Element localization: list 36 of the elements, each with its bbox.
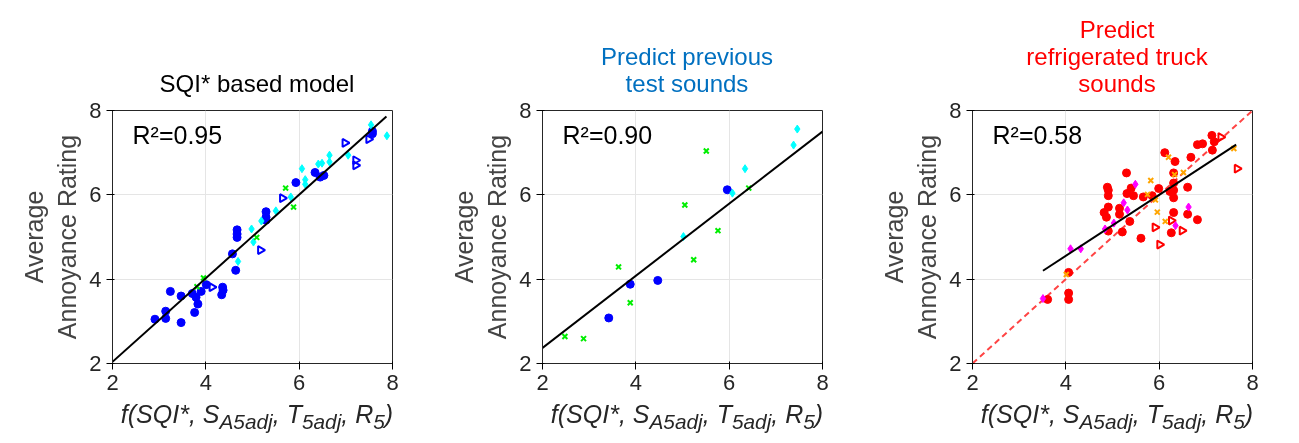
x-tick-label: 2 [106,369,119,395]
annotation: R²=0.90 [562,120,653,149]
x-tick-label: 2 [536,369,549,395]
x-tick-label: 4 [199,369,212,395]
y-tick-label: 6 [89,182,102,208]
x-tick-label: 4 [1059,369,1072,395]
x-axis-title: f(SQI*, S$_{A5adj}$, T$_{5adj}$, R$_{5}$) [119,399,395,435]
x-tick-label: 4 [629,369,642,395]
y-axis-title: Average Annoyance Rating [449,134,512,340]
x-tick-label: 8 [1246,369,1259,395]
y-tick-label: 2 [949,351,962,376]
y-tick-label: 8 [949,98,962,123]
y-tick-label: 6 [519,182,532,208]
x-tick-label: 6 [723,369,736,395]
chart-title: Predict previous test sounds [599,42,775,97]
y-axis-title: Average Annoyance Rating [19,134,82,340]
y-tick-label: 8 [89,98,102,123]
x-axis-title: f(SQI*, S$_{A5adj}$, T$_{5adj}$, R$_{5}$) [549,399,825,435]
y-tick-label: 2 [89,351,102,376]
x-tick-label: 8 [386,369,399,395]
y-tick-label: 4 [949,266,962,292]
annotation: R²=0.95 [132,120,223,149]
x-tick-label: 2 [966,369,979,395]
y-tick-label: 8 [519,98,532,123]
x-tick-label: 6 [293,369,306,395]
y-tick-label: 4 [519,266,532,292]
y-tick-label: 4 [89,266,102,292]
y-axis-title: Average Annoyance Rating [879,134,942,340]
chart-title: Predict refrigerated truck sounds [1025,15,1209,97]
chart-title: SQI* based model [158,69,356,97]
x-tick-label: 8 [816,369,829,395]
y-tick-label: 6 [949,182,962,208]
y-tick-label: 2 [519,351,532,376]
x-tick-label: 6 [1153,369,1166,395]
annotation: R²=0.58 [992,120,1083,149]
x-axis-title: f(SQI*, S$_{A5adj}$, T$_{5adj}$, R$_{5}$) [979,399,1255,435]
